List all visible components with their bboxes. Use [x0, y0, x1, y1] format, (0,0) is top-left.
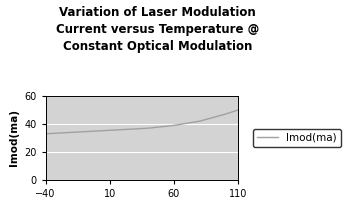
Text: Variation of Laser Modulation
Current versus Temperature @
Constant Optical Modu: Variation of Laser Modulation Current ve…: [56, 6, 259, 53]
Imod(ma): [95, 130, 99, 132]
Imod(ma): [69, 131, 73, 134]
Imod(ma): [120, 128, 125, 131]
Imod(ma): [146, 127, 150, 129]
Imod(ma): [197, 120, 202, 122]
Imod(ma): [43, 133, 48, 135]
Imod(ma): [172, 124, 176, 127]
Legend: Imod(ma): Imod(ma): [253, 129, 341, 147]
Y-axis label: Imod(ma): Imod(ma): [8, 110, 19, 166]
Line: Imod(ma): Imod(ma): [46, 110, 238, 134]
Imod(ma): [236, 109, 240, 111]
Imod(ma): [223, 113, 227, 115]
